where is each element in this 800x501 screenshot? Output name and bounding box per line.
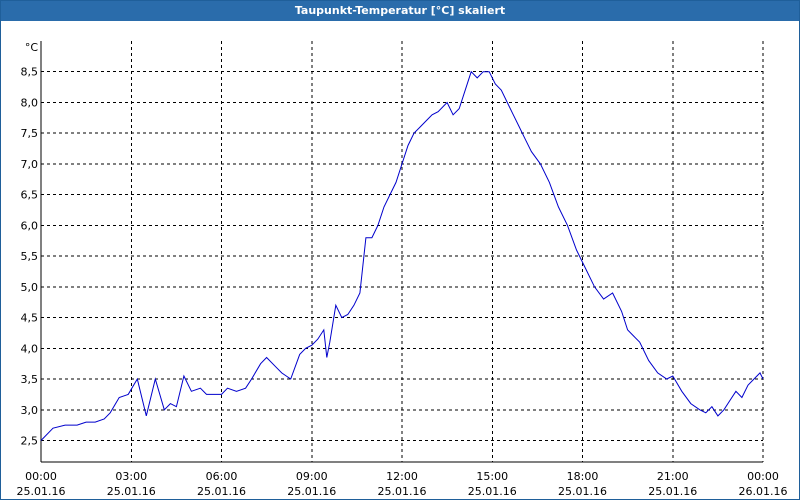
y-tick-label: 8,5: [21, 66, 39, 79]
x-tick-time-label: 00:00: [747, 470, 779, 483]
x-tick-date-label: 26.01.16: [739, 485, 788, 498]
y-tick-label: 5,0: [21, 281, 39, 294]
x-tick-time-label: 00:00: [25, 470, 57, 483]
x-tick-time-label: 03:00: [115, 470, 147, 483]
x-tick-time-label: 09:00: [296, 470, 328, 483]
series-line-taupunkt: [40, 70, 764, 441]
y-axis-unit-label: °C: [25, 41, 39, 54]
y-tick-label: 2,5: [21, 434, 39, 447]
x-tick-time-label: 06:00: [206, 470, 238, 483]
x-tick-date-label: 25.01.16: [648, 485, 697, 498]
y-tick-label: 6,0: [21, 219, 39, 232]
y-tick-label: 7,0: [21, 158, 39, 171]
y-tick-label: 4,0: [21, 342, 39, 355]
x-tick-date-label: 25.01.16: [468, 485, 517, 498]
x-tick-time-label: 21:00: [657, 470, 689, 483]
x-tick-date-label: 25.01.16: [378, 485, 427, 498]
y-tick-label: 8,0: [21, 96, 39, 109]
y-tick-label: 7,5: [21, 127, 39, 140]
y-tick-label: 5,5: [21, 250, 39, 263]
x-tick-time-label: 18:00: [567, 470, 599, 483]
y-tick-label: 6,5: [21, 189, 39, 202]
y-tick-label: 3,0: [21, 404, 39, 417]
x-tick-date-label: 25.01.16: [17, 485, 66, 498]
y-tick-label: 3,5: [21, 373, 39, 386]
chart-title: Taupunkt-Temperatur [°C] skaliert: [1, 1, 799, 21]
x-tick-date-label: 25.01.16: [558, 485, 607, 498]
x-tick-date-label: 25.01.16: [107, 485, 156, 498]
x-tick-date-label: 25.01.16: [197, 485, 246, 498]
x-tick-date-label: 25.01.16: [287, 485, 336, 498]
x-tick-time-label: 12:00: [386, 470, 418, 483]
y-tick-label: 4,5: [21, 312, 39, 325]
x-tick-time-label: 15:00: [476, 470, 508, 483]
